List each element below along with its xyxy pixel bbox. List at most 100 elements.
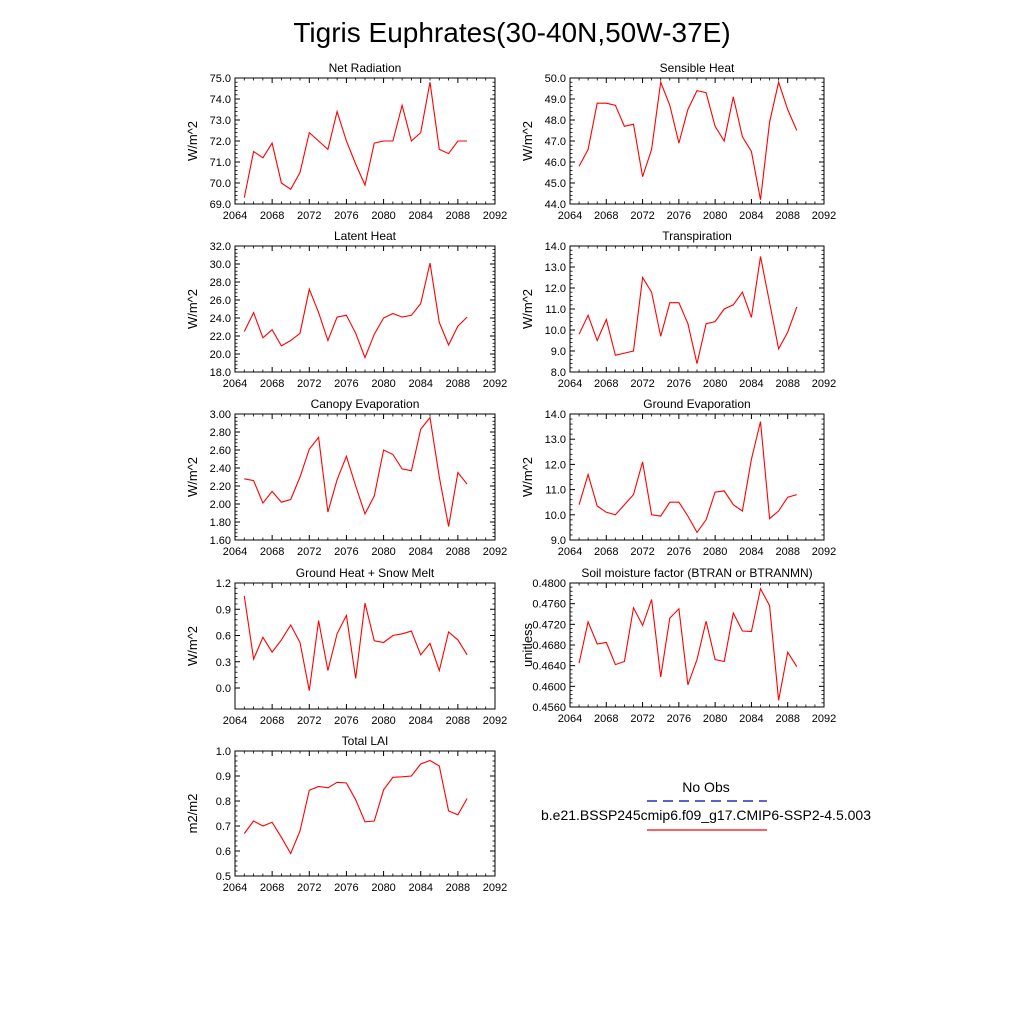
series-line	[578, 587, 798, 701]
x-tick-label: 2080	[371, 378, 395, 390]
y-tick-label: 10.0	[545, 325, 566, 337]
x-tick-label: 2068	[260, 210, 284, 222]
x-tick-label: 2068	[260, 715, 284, 727]
x-tick-label: 2064	[223, 715, 247, 727]
y-tick-label: 0.4640	[532, 661, 566, 673]
y-tick-label: 1.2	[216, 578, 231, 590]
x-tick-label: 2072	[630, 713, 654, 725]
x-tick-label: 2092	[483, 882, 507, 894]
x-tick-label: 2076	[667, 378, 691, 390]
y-tick-label: 12.0	[545, 283, 566, 295]
x-tick-label: 2072	[630, 378, 654, 390]
y-axis-label: W/m^2	[520, 289, 535, 329]
y-tick-label: 2.00	[210, 499, 231, 511]
x-tick-label: 2092	[812, 378, 836, 390]
y-axis-label: W/m^2	[520, 121, 535, 161]
y-tick-label: 2.40	[210, 463, 231, 475]
y-tick-label: 20.0	[210, 349, 231, 361]
y-tick-label: 69.0	[210, 199, 231, 211]
x-tick-label: 2072	[297, 882, 321, 894]
y-tick-label: 0.4560	[532, 702, 566, 714]
y-tick-label: 26.0	[210, 295, 231, 307]
plot-frame	[234, 413, 496, 541]
y-tick-label: 0.8	[216, 796, 231, 808]
y-tick-label: 14.0	[545, 241, 566, 253]
x-tick-label: 2088	[775, 546, 799, 558]
legend-obs-label: No Obs	[682, 779, 729, 795]
legend: No Obs b.e21.BSSP245cmip6.f09_g17.CMIP6-…	[541, 779, 871, 831]
x-tick-label: 2092	[812, 713, 836, 725]
x-tick-label: 2068	[594, 210, 618, 222]
y-tick-label: 0.6	[216, 631, 231, 643]
panel-title: Soil moisture factor (BTRAN or BTRANMN)	[581, 566, 812, 580]
y-tick-label: 2.20	[210, 481, 231, 493]
y-axis-label: W/m^2	[185, 121, 200, 161]
x-tick-label: 2076	[334, 715, 358, 727]
y-tick-label: 24.0	[210, 313, 231, 325]
panel-1: Sensible Heat W/m^2 2064 2068 2072 2076 2080 20…	[520, 61, 836, 222]
y-tick-label: 10.0	[545, 510, 566, 522]
plot-frame	[569, 77, 825, 205]
x-tick-label: 2092	[812, 546, 836, 558]
x-tick-label: 2068	[594, 378, 618, 390]
y-tick-label: 0.9	[216, 604, 231, 616]
x-tick-label: 2064	[558, 713, 582, 725]
y-tick-label: 46.0	[545, 157, 566, 169]
y-tick-label: 0.4800	[532, 578, 566, 590]
y-tick-label: 0.6	[216, 846, 231, 858]
panel-5: Ground Evaporation W/m^2 2064 2068 2072 2076 2…	[520, 397, 836, 558]
panel-6: Ground Heat + Snow Melt W/m^2 2064 2068 2072…	[185, 566, 507, 727]
x-tick-label: 2076	[334, 378, 358, 390]
y-tick-label: 11.0	[545, 485, 566, 497]
panel-title: Sensible Heat	[660, 61, 735, 75]
panel-3: Transpiration W/m^2 2064 2068 2072 2076 2080 20…	[520, 229, 836, 390]
y-tick-label: 49.0	[545, 94, 566, 106]
panel-title: Transpiration	[662, 229, 732, 243]
x-tick-label: 2064	[223, 546, 247, 558]
y-tick-label: 72.0	[210, 136, 231, 148]
panels: Net Radiation W/m^2 2064 2068 2072 2076 2080 20…	[185, 61, 836, 894]
panel-title: Net Radiation	[329, 61, 402, 75]
x-tick-label: 2076	[667, 713, 691, 725]
x-tick-label: 2092	[483, 378, 507, 390]
x-tick-label: 2088	[775, 713, 799, 725]
x-tick-label: 2080	[703, 546, 727, 558]
x-tick-label: 2068	[260, 546, 284, 558]
panel-4: Canopy Evaporation W/m^2 2064 2068 2072 2076 2…	[185, 397, 507, 558]
series-line	[243, 262, 468, 360]
y-tick-label: 50.0	[545, 73, 566, 85]
panel-0: Net Radiation W/m^2 2064 2068 2072 2076 2080 20…	[185, 61, 507, 222]
x-tick-label: 2080	[703, 378, 727, 390]
y-tick-label: 9.0	[551, 535, 566, 547]
plot-frame	[569, 582, 825, 708]
y-tick-label: 2.60	[210, 445, 231, 457]
x-tick-label: 2084	[408, 882, 432, 894]
y-tick-label: 74.0	[210, 94, 231, 106]
x-tick-label: 2080	[703, 713, 727, 725]
y-tick-label: 70.0	[210, 178, 231, 190]
figure-title: Tigris Euphrates(30-40N,50W-37E)	[293, 17, 730, 48]
x-tick-label: 2080	[703, 210, 727, 222]
x-tick-label: 2064	[223, 882, 247, 894]
y-axis-label: unitless	[520, 622, 535, 667]
x-tick-label: 2064	[558, 378, 582, 390]
y-tick-label: 14.0	[545, 409, 566, 421]
x-tick-label: 2072	[297, 210, 321, 222]
y-tick-label: 12.0	[545, 459, 566, 471]
panel-title: Ground Evaporation	[643, 397, 750, 411]
x-tick-label: 2088	[446, 546, 470, 558]
y-tick-label: 0.0	[216, 683, 231, 695]
panel-8: Total LAI m2/m2 2064 2068 2072 2076 2080 2084 20…	[185, 734, 507, 894]
x-tick-label: 2076	[667, 546, 691, 558]
y-tick-label: 1.0	[216, 746, 231, 758]
x-tick-label: 2064	[223, 378, 247, 390]
y-axis-label: W/m^2	[185, 289, 200, 329]
y-tick-label: 44.0	[545, 199, 566, 211]
panel-title: Total LAI	[342, 734, 389, 748]
y-tick-label: 0.4600	[532, 681, 566, 693]
x-tick-label: 2072	[297, 378, 321, 390]
legend-model-label: b.e21.BSSP245cmip6.f09_g17.CMIP6-SSP2-4.…	[541, 807, 871, 823]
x-tick-label: 2064	[558, 210, 582, 222]
plot-frame	[234, 582, 496, 710]
x-tick-label: 2064	[223, 210, 247, 222]
